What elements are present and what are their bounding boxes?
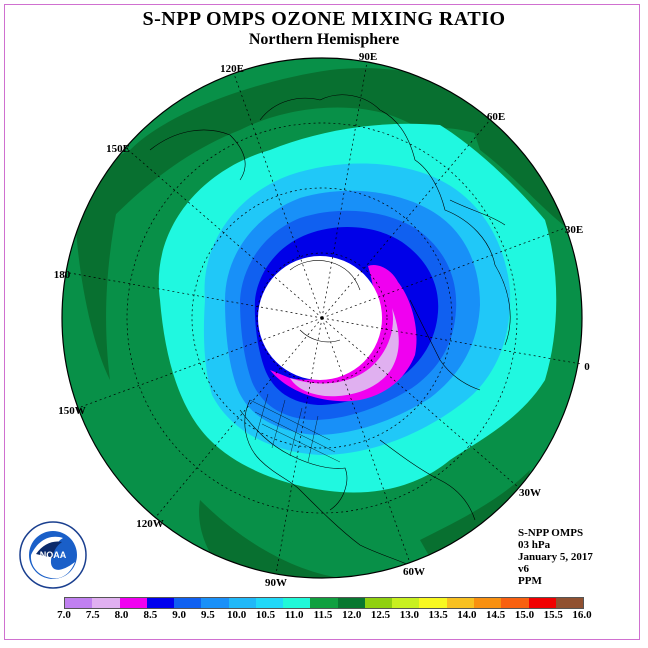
color-scale-tick-label: 14.5 [486, 609, 506, 621]
coastline-layer [149, 94, 511, 571]
color-scale-tick-label: 8.5 [143, 609, 158, 621]
color-scale-swatch [419, 598, 447, 608]
color-scale-tick-label: 16.0 [572, 609, 592, 621]
color-scale-tick-label: 13.5 [428, 609, 448, 621]
lon-label-60w: 60W [403, 566, 425, 578]
info-units: PPM [518, 575, 542, 587]
color-scale-swatch [146, 598, 175, 608]
color-scale-tick-label: 7.0 [57, 609, 71, 621]
lon-label-60e: 60E [487, 111, 505, 123]
lon-label-30e: 30E [565, 224, 583, 236]
graticule [63, 61, 582, 575]
color-scale-tick-label: 9.0 [172, 609, 186, 621]
color-scale-bar [64, 597, 584, 609]
info-date: January 5, 2017 [518, 551, 593, 563]
color-scale-swatch [92, 598, 120, 608]
color-scale-swatch [501, 598, 529, 608]
field-12-0-west [75, 150, 130, 380]
usa-state-grid [249, 393, 341, 463]
color-scale-tick-label: 14.0 [457, 609, 477, 621]
color-scale-swatch [174, 598, 202, 608]
map-subtitle: Northern Hemisphere [248, 31, 400, 48]
info-pressure-level: 03 hPa [518, 539, 551, 551]
color-scale-swatch [283, 598, 311, 608]
lon-label-90e: 90E [359, 51, 377, 63]
color-scale-swatch [228, 598, 256, 608]
noaa-logo: NOAA [19, 521, 87, 589]
color-scale-ticks: 7.0 7.5 8.0 8.5 9.0 9.5 10.0 10.5 11.0 11.5 12.0 12… [57, 609, 592, 623]
figure-frame [4, 4, 640, 640]
color-scale-tick-label: 13.0 [399, 609, 419, 621]
ozone-contour-fields [62, 58, 582, 578]
color-scale-tick-label: 8.0 [114, 609, 129, 621]
field-12-0-south [199, 500, 340, 578]
color-scale-swatch [446, 598, 474, 608]
polar-night-region [258, 256, 382, 380]
lon-label-120e: 120E [220, 63, 244, 75]
color-scale-tick-label: 10.5 [255, 609, 276, 621]
lon-label-90w: 90W [265, 577, 287, 589]
lon-label-120w: 120W [136, 518, 164, 530]
color-scale-swatch [473, 598, 502, 608]
color-scale-swatch [65, 598, 93, 608]
color-scale-swatch [364, 598, 393, 608]
color-scale-tick-label: 9.5 [201, 609, 215, 621]
color-scale-tick-label: 12.5 [370, 609, 391, 621]
color-scale-swatch [201, 598, 229, 608]
color-scale-swatch [119, 598, 147, 608]
color-scale-swatch [255, 598, 284, 608]
map-boundary [61, 57, 583, 579]
color-scale-swatch [337, 598, 365, 608]
field-12-0-east [460, 90, 582, 240]
color-scale-swatch [528, 598, 556, 608]
color-scale-tick-label: 12.0 [342, 609, 362, 621]
color-scale-swatch [555, 598, 584, 608]
lon-label-0: 0 [584, 361, 590, 373]
lon-label-150w: 150W [58, 405, 86, 417]
color-scale-swatch [392, 598, 420, 608]
color-scale-tick-label: 7.5 [85, 609, 100, 621]
color-scale-tick-label: 11.5 [313, 609, 333, 621]
logo-wordmark: NOAA [40, 550, 67, 560]
color-scale-swatch [310, 598, 338, 608]
lon-label-150e: 150E [106, 143, 130, 155]
color-scale-tick-label: 15.5 [543, 609, 563, 621]
info-version: v6 [518, 563, 529, 575]
lon-label-180: 180 [54, 269, 71, 281]
info-instrument: S-NPP OMPS [518, 527, 584, 539]
color-scale-tick-label: 11.0 [284, 609, 304, 621]
lon-label-30w: 30W [519, 487, 541, 499]
field-8-0 [290, 308, 399, 397]
field-12-0-north [110, 68, 560, 221]
color-scale-tick-label: 15.0 [514, 609, 535, 621]
color-scale-tick-label: 10.0 [227, 609, 247, 621]
map-title: S-NPP OMPS OZONE MIXING RATIO [142, 8, 506, 30]
